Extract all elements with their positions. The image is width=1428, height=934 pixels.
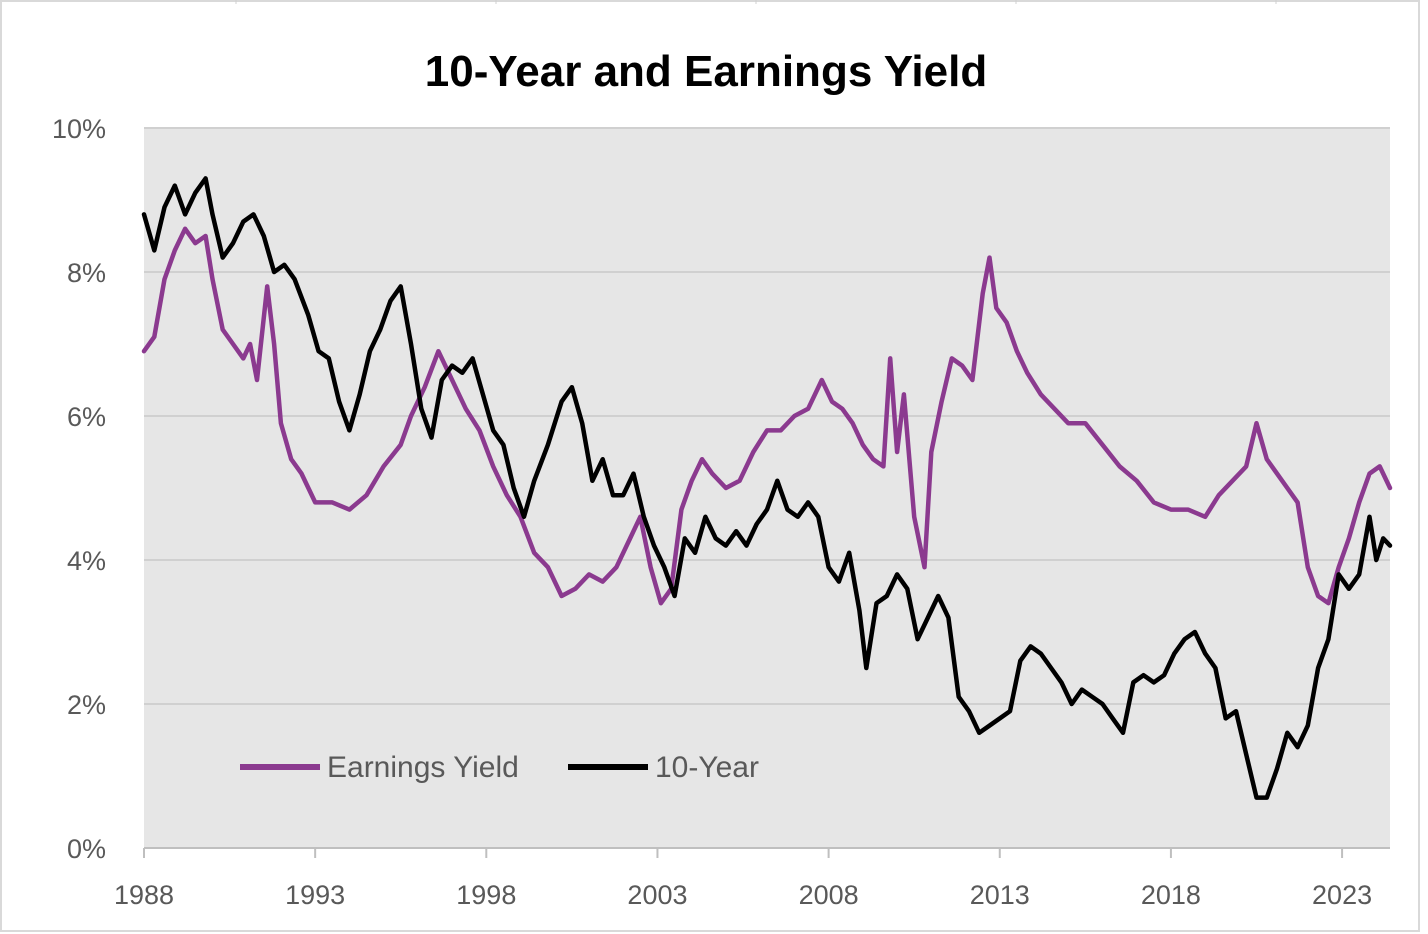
y-tick-label: 10% — [52, 114, 106, 144]
y-tick-label: 2% — [67, 690, 106, 720]
series-group — [141, 176, 1393, 800]
y-tick-label: 6% — [67, 402, 106, 432]
legend: Earnings Yield 10-Year — [240, 751, 759, 784]
x-tick-label: 2023 — [1312, 880, 1372, 910]
x-axis: 1988 1993 1998 2003 2008 2013 2018 2023 — [114, 847, 1390, 910]
x-tick-label: 1988 — [114, 880, 174, 910]
series-line-earnings-yield — [141, 226, 1393, 606]
y-axis: 0% 2% 4% 6% 8% 10% — [52, 114, 106, 864]
x-tick-label: 1998 — [456, 880, 516, 910]
plot-area — [144, 128, 1390, 848]
y-tick-label: 4% — [67, 546, 106, 576]
x-tick-label: 2013 — [970, 880, 1030, 910]
x-tick-label: 1993 — [285, 880, 345, 910]
legend-label-earnings-yield: Earnings Yield — [327, 751, 519, 784]
legend-label-10-year: 10-Year — [655, 751, 759, 784]
x-tick-label: 2018 — [1141, 880, 1201, 910]
series-line-10-year — [141, 176, 1393, 800]
y-tick-label: 8% — [67, 258, 106, 288]
y-tick-label: 0% — [67, 834, 106, 864]
x-tick-label: 2003 — [627, 880, 687, 910]
chart-title: 10-Year and Earnings Yield — [425, 47, 987, 96]
x-tick-label: 2008 — [799, 880, 859, 910]
